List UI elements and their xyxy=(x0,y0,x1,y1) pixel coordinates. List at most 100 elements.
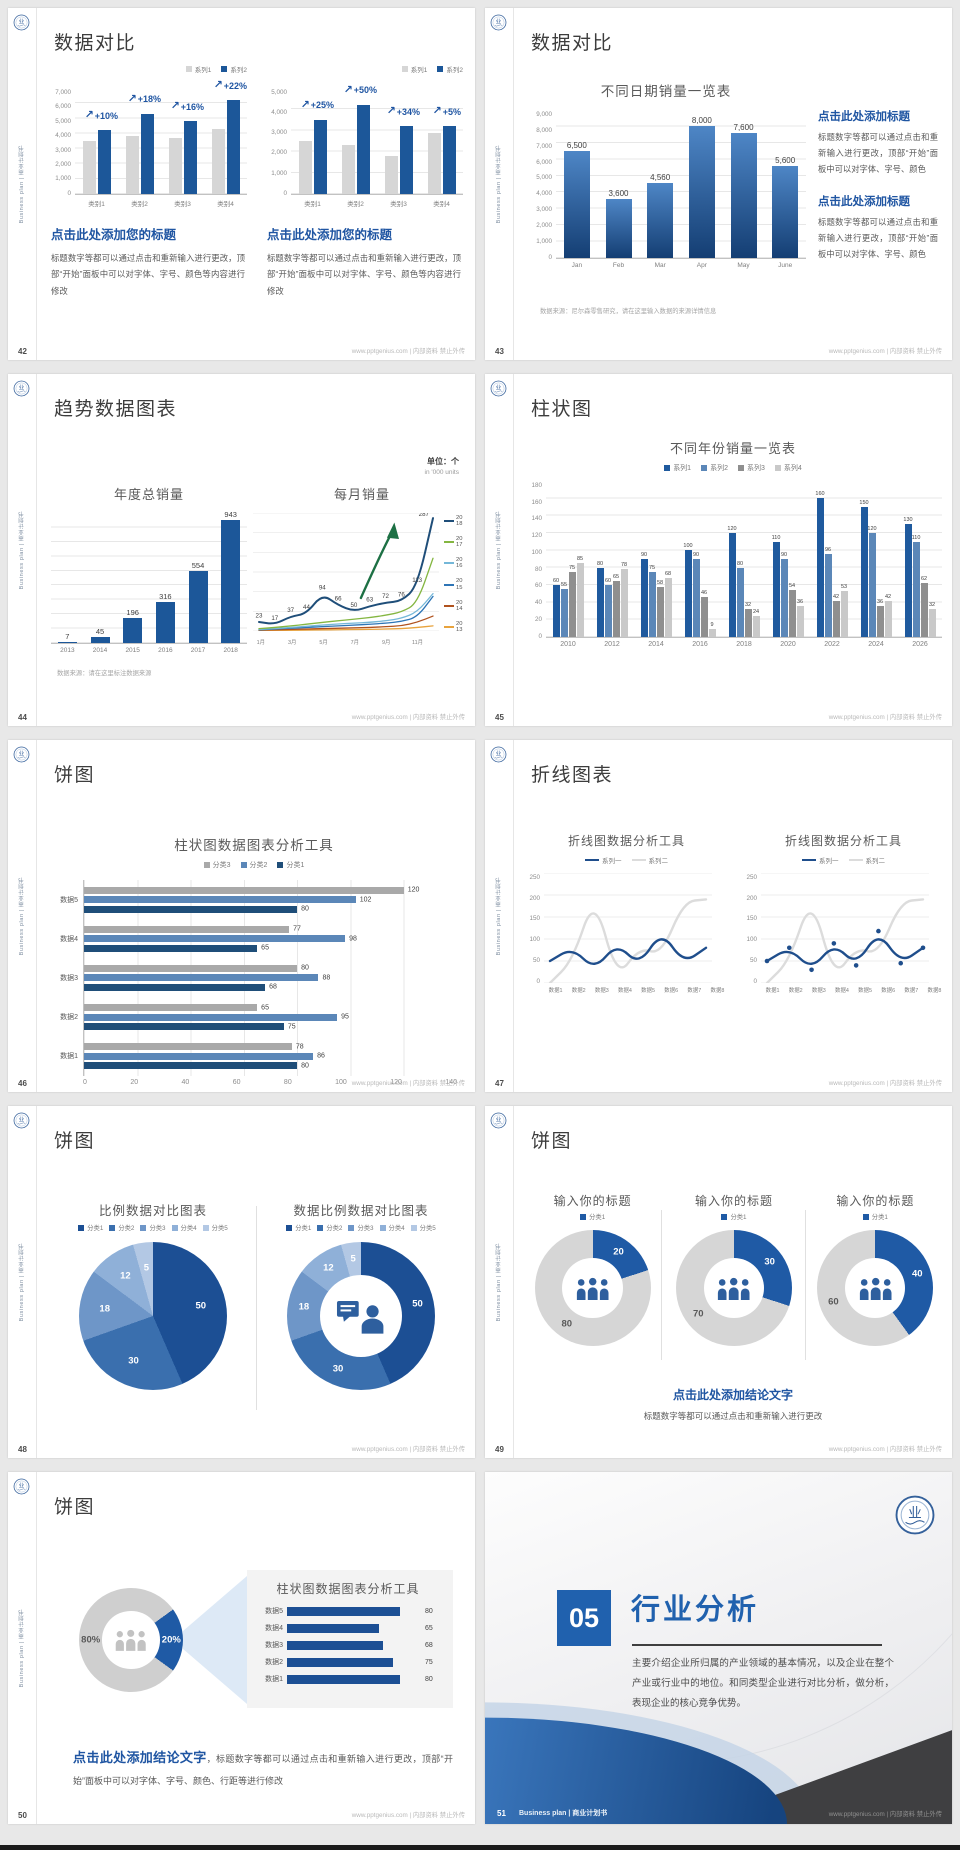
slide-44: 业 Business plan | 商业计划书 趋势数据图表 单位：个 in '… xyxy=(8,374,475,726)
slide-content: 柱状图 不同年份销量一览表 系列1 系列2 系列3 系列4 180 160 140 120 100… xyxy=(514,374,952,726)
bval: 75 xyxy=(648,565,656,571)
xl: 11月 xyxy=(412,640,424,646)
bval: 4,560 xyxy=(650,173,671,183)
hb: 78 xyxy=(84,1043,304,1051)
xl: 数据2 xyxy=(788,988,803,994)
lg-item: 系列1 xyxy=(664,463,691,473)
hline: 77 xyxy=(84,925,457,933)
bar: 96 xyxy=(824,547,832,637)
vwrap: 不同年份销量一览表 系列1 系列2 系列3 系列4 180 160 140 120 100 80 60… xyxy=(524,438,942,648)
sbar xyxy=(287,1606,400,1616)
grp: ↗ +10% xyxy=(75,88,118,194)
ann-tx: +10% xyxy=(94,110,119,121)
grp: ↗ +5% xyxy=(420,88,463,194)
emblem-logo: 业 xyxy=(490,746,507,763)
xl: 7月 xyxy=(350,640,360,646)
track xyxy=(287,1674,421,1684)
ytick: 1,000 xyxy=(55,175,71,183)
sw-sq xyxy=(664,465,671,471)
cat: 数据2 xyxy=(60,1014,78,1022)
xl: 数据4 xyxy=(618,988,632,994)
sidebar-vertical-label: Business plan | 商业计划书 xyxy=(496,144,502,224)
pie: 50 30 18 12 5 xyxy=(287,1242,435,1390)
lg-item: 系列2 xyxy=(221,64,247,74)
ctitle: 数据比例数据对比图表 xyxy=(293,1204,429,1218)
xl: 2016 xyxy=(158,647,173,654)
shwrap: 柱状图数据图表分析工具 数据5 80 数据4 65 数据3 68 数据2 75 数据1 80 xyxy=(257,1580,439,1684)
hb: 65 xyxy=(84,1004,269,1012)
svg-text:业: 业 xyxy=(19,750,25,758)
hval: 86 xyxy=(317,1052,325,1060)
lg-item: 系列1 xyxy=(401,64,427,74)
xl: Apr xyxy=(696,262,707,269)
bottom-bar xyxy=(0,1845,960,1850)
rl-l1: 20 xyxy=(456,620,463,627)
srow: 数据3 68 xyxy=(257,1640,439,1650)
ytick: 100 xyxy=(529,936,540,944)
lg-item: 系列4 xyxy=(774,463,802,473)
bval: 55 xyxy=(560,582,568,589)
xl: 数据1 xyxy=(548,988,563,994)
logo-icon: 业 xyxy=(13,14,30,31)
ann: ↗ +34% xyxy=(387,106,421,117)
ctitle: 柱状图数据图表分析工具 xyxy=(174,838,334,853)
grp: 120 80 32 24 xyxy=(722,481,766,637)
text-column: 点击此处添加标题 标题数字等都可以通过点击和重新输入进行更改，顶部“开始”面板中… xyxy=(818,108,938,279)
footer-site-label: www.pptgenius.com | 内部资料 禁止外传 xyxy=(351,1812,465,1819)
cats: 数据5 数据4 数据3 数据2 数据1 xyxy=(51,880,83,1076)
ann-tx: +18% xyxy=(137,94,162,105)
xl xyxy=(300,638,316,646)
xl: 数据3 xyxy=(594,988,609,994)
slide-51: 业 05 行业分析 主要介绍企业所归属的产业领域的基本情况，以及企业在整个产业或… xyxy=(485,1472,952,1824)
plabel: 5 xyxy=(350,1253,356,1265)
lg-tx: 系列一 xyxy=(819,858,839,865)
xl: 数据5 xyxy=(858,988,872,994)
bval: 75 xyxy=(568,565,576,571)
bar: 90 xyxy=(640,552,648,637)
lg-tx: 系列2 xyxy=(710,465,728,472)
sidebar-vertical-label: Business plan | 商业计划书 xyxy=(496,876,502,956)
vwrap: 年度总销量 7 45 196 316 554 943 2013 2014 2015 2016 2017… xyxy=(51,484,247,654)
placeholder-heading: 点击此处添加标题 xyxy=(818,111,910,123)
ytick: 0 xyxy=(536,977,540,985)
lg-tx: 系列4 xyxy=(783,465,802,472)
donut-chart: 输入你的标题 分类1 40 60 xyxy=(805,1192,946,1346)
lg-tx: 分类4 xyxy=(180,1225,197,1232)
hb: 95 xyxy=(84,1013,349,1021)
rl-l2: 17 xyxy=(456,542,463,549)
rl-tx: 20 13 xyxy=(456,621,462,633)
grp: 80 60 65 78 xyxy=(590,481,634,637)
hxl: 60 xyxy=(232,1079,241,1086)
grouped-bar-chart: 系列1 系列2 5,000 4,000 3,000 2,000 1,000 0 ↗ +25% ↗ +5… xyxy=(265,60,463,208)
bar: 160 xyxy=(815,491,825,637)
slide-title: 饼图 xyxy=(54,765,96,786)
svg-text:66: 66 xyxy=(335,596,342,603)
sw-sq xyxy=(317,1224,324,1231)
xl: 2012 xyxy=(604,641,620,648)
pwrap: 输入你的标题 分类1 30 70 xyxy=(663,1192,804,1346)
hrow: 120 102 80 xyxy=(84,886,457,913)
lg-item: 分类2 xyxy=(317,1223,342,1232)
hb: 88 xyxy=(84,974,330,982)
hole xyxy=(562,1257,623,1319)
xax: 2013 2014 2015 2016 2017 2018 xyxy=(51,647,247,654)
bar: 60 xyxy=(604,578,612,637)
rl-l2: 18 xyxy=(456,521,463,528)
sw-sq xyxy=(109,1224,116,1231)
lg-item: 系列3 xyxy=(738,463,765,473)
ytick: 180 xyxy=(531,482,542,489)
bar xyxy=(82,141,96,194)
xl: Mar xyxy=(654,262,666,269)
svg-text:287: 287 xyxy=(419,513,430,518)
page-number: 50 xyxy=(18,1811,27,1820)
hline: 80 xyxy=(84,905,457,913)
bval: 60 xyxy=(552,578,560,584)
grp: ↗ +22% xyxy=(204,80,247,194)
xax: Jan Feb Mar Apr May June xyxy=(556,262,806,269)
slide-title: 饼图 xyxy=(54,1131,96,1152)
ytick: 0 xyxy=(67,189,71,197)
plabel: 30 xyxy=(764,1256,775,1268)
slide-content: 趋势数据图表 单位：个 in '000 units 年度总销量 7 45 196 316… xyxy=(37,374,475,726)
ann-tx: +34% xyxy=(396,106,421,117)
people-icon xyxy=(576,1277,609,1300)
